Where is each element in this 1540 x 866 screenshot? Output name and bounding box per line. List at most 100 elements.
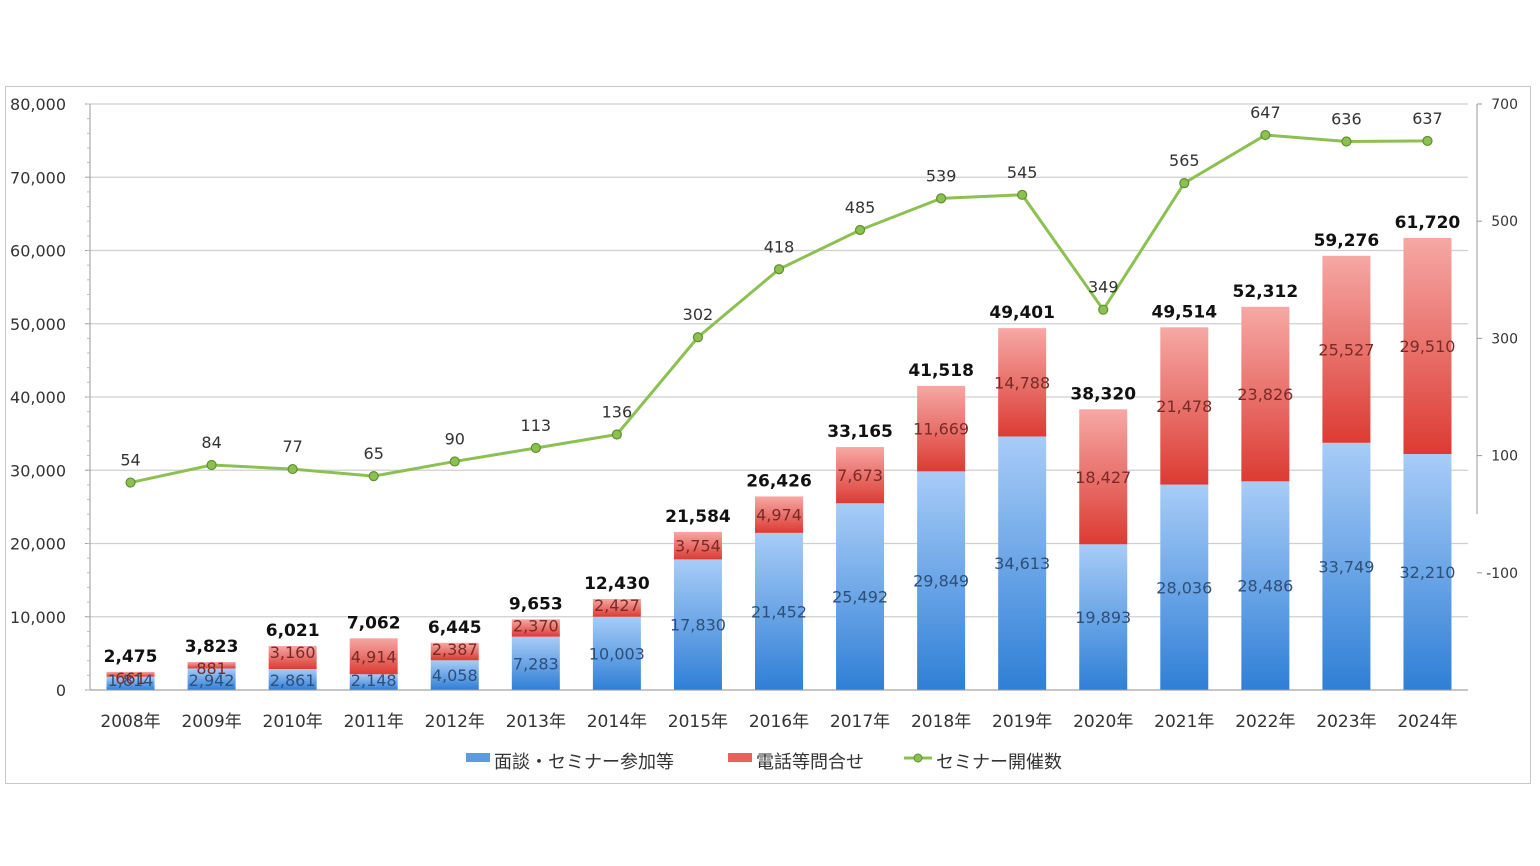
right-tick-label: 500 [1491, 214, 1518, 230]
x-tick-label: 2020年 [1073, 712, 1133, 732]
bar-interview-seminar [268, 669, 317, 690]
total-data-label: 52,312 [1233, 282, 1299, 302]
red-data-label: 23,826 [1237, 385, 1293, 404]
bar-interview-seminar [998, 436, 1047, 690]
total-data-label: 41,518 [908, 361, 974, 381]
bar-phone-inquiry [592, 598, 641, 617]
total-data-label: 3,823 [185, 637, 239, 657]
bar-interview-seminar [1079, 544, 1128, 690]
seminar-count-label: 90 [445, 429, 465, 448]
red-data-label: 3,160 [270, 643, 316, 662]
seminar-count-label: 637 [1412, 109, 1443, 128]
total-data-label: 59,276 [1314, 231, 1380, 251]
x-tick-label: 2008年 [100, 712, 160, 732]
left-tick-label: 10,000 [10, 608, 66, 627]
x-tick-label: 2013年 [506, 712, 566, 732]
bar-phone-inquiry [998, 328, 1047, 437]
bar-phone-inquiry [187, 661, 236, 669]
bar-phone-inquiry [1160, 327, 1209, 485]
seminar-count-point [854, 224, 866, 236]
blue-data-label: 7,283 [513, 654, 559, 673]
blue-data-label: 10,003 [589, 644, 645, 663]
blue-data-label: 28,486 [1237, 577, 1293, 596]
seminar-count-label: 349 [1088, 278, 1119, 297]
right-tick-label: 700 [1491, 97, 1518, 113]
blue-data-label: 17,830 [670, 616, 726, 635]
seminar-count-point [1179, 178, 1190, 189]
bar-phone-inquiry [1241, 306, 1290, 482]
legend-label-seminar-count: セミナー開催数 [936, 752, 1062, 773]
red-data-label: 21,478 [1156, 397, 1212, 416]
seminar-count-point [368, 471, 379, 482]
blue-data-label: 28,036 [1156, 578, 1212, 597]
seminar-count-point [692, 332, 704, 343]
total-data-label: 49,401 [989, 303, 1055, 323]
seminar-count-point [530, 442, 541, 454]
x-tick-label: 2014年 [587, 712, 647, 732]
seminar-count-point [611, 429, 622, 440]
total-data-label: 38,320 [1070, 384, 1136, 404]
red-data-label: 2,427 [594, 596, 640, 615]
bar-interview-seminar [1322, 442, 1371, 690]
seminar-count-point [1017, 189, 1028, 200]
blue-data-label: 21,452 [751, 602, 807, 621]
seminar-count-point [1098, 304, 1109, 315]
total-data-label: 21,584 [665, 507, 731, 527]
left-tick-label: 30,000 [10, 461, 66, 480]
right-tick-label: 300 [1491, 331, 1518, 347]
x-tick-label: 2019年 [992, 712, 1052, 732]
red-data-label: 4,974 [756, 506, 802, 525]
left-tick-label: 60,000 [10, 242, 66, 261]
seminar-count-point [287, 463, 298, 475]
bar-interview-seminar [592, 616, 641, 690]
bar-phone-inquiry [836, 447, 885, 504]
x-tick-label: 2015年 [668, 712, 728, 732]
left-tick-label: 80,000 [10, 95, 66, 114]
seminar-count-label: 113 [521, 416, 552, 435]
red-data-label: 661 [115, 669, 146, 688]
total-data-label: 12,430 [584, 574, 650, 594]
x-tick-label: 2016年 [749, 712, 809, 732]
red-data-label: 11,669 [913, 420, 969, 439]
total-data-label: 7,062 [347, 613, 401, 633]
seminar-count-label: 418 [764, 237, 795, 256]
blue-data-label: 25,492 [832, 588, 888, 607]
red-data-label: 25,527 [1318, 340, 1374, 359]
seminar-count-point [206, 459, 217, 471]
blue-data-label: 32,210 [1399, 563, 1455, 582]
bar-phone-inquiry [511, 619, 560, 637]
red-data-label: 14,788 [994, 373, 1050, 392]
total-data-label: 6,445 [428, 618, 482, 638]
seminar-count-label: 647 [1250, 103, 1281, 122]
bar-interview-seminar [1403, 454, 1452, 690]
blue-data-label: 1,814 [108, 671, 154, 690]
seminar-count-point [449, 456, 460, 467]
bar-interview-seminar [1241, 481, 1290, 690]
bar-interview-seminar [511, 636, 560, 690]
seminar-count-point [936, 193, 947, 204]
bar-interview-seminar [673, 559, 722, 690]
legend-swatch-phone-inquiry [728, 753, 752, 762]
red-data-label: 18,427 [1075, 468, 1131, 487]
x-tick-label: 2017年 [830, 712, 890, 732]
legend-label-phone-inquiry: 電話等問合せ [756, 752, 864, 773]
bar-interview-seminar [1160, 484, 1209, 690]
bar-phone-inquiry [1322, 255, 1371, 443]
left-tick-label: 70,000 [10, 168, 66, 187]
red-data-label: 29,510 [1399, 337, 1455, 356]
red-data-label: 2,370 [513, 616, 559, 635]
left-tick-label: 50,000 [10, 315, 66, 334]
legend-label-interview-seminar: 面談・セミナー参加等 [494, 752, 674, 773]
blue-data-label: 34,613 [994, 554, 1050, 573]
total-data-label: 33,165 [827, 422, 893, 442]
left-tick-label: 0 [56, 681, 66, 700]
total-data-label: 49,514 [1151, 302, 1217, 322]
total-data-label: 26,426 [746, 471, 812, 491]
x-tick-label: 2010年 [263, 712, 323, 732]
bar-phone-inquiry [917, 385, 966, 472]
bar-phone-inquiry [755, 496, 803, 533]
x-tick-label: 2009年 [181, 712, 241, 732]
right-tick-label: -100 [1486, 566, 1518, 582]
seminar-count-label: 77 [282, 437, 302, 456]
